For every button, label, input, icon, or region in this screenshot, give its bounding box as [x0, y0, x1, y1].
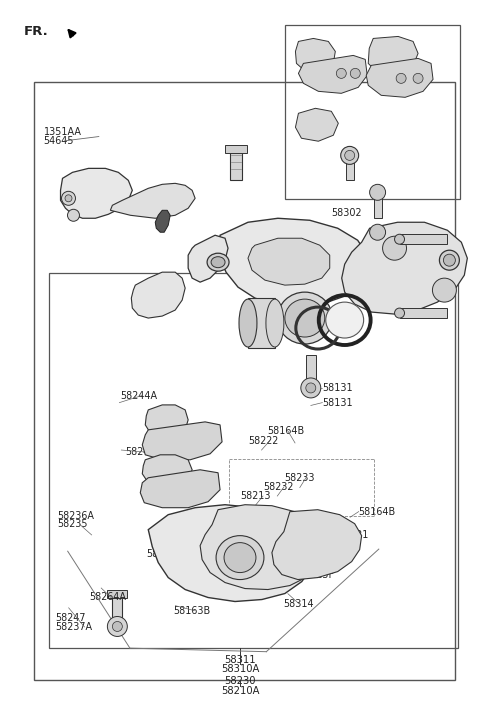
Circle shape	[336, 68, 346, 79]
Text: 58235: 58235	[57, 519, 88, 530]
Bar	[306, 355, 316, 385]
Ellipse shape	[395, 234, 405, 244]
Text: 58236A: 58236A	[57, 511, 94, 521]
Bar	[34, 82, 456, 680]
Circle shape	[61, 191, 75, 206]
Polygon shape	[295, 108, 338, 141]
Polygon shape	[368, 36, 418, 73]
Text: 58213: 58213	[240, 491, 271, 501]
Text: 58233: 58233	[284, 473, 314, 483]
Circle shape	[341, 146, 359, 164]
Text: 58237A: 58237A	[56, 622, 93, 632]
Bar	[225, 145, 247, 153]
Polygon shape	[272, 510, 361, 579]
Polygon shape	[399, 308, 447, 318]
Circle shape	[370, 184, 385, 201]
Text: 58210A: 58210A	[221, 686, 259, 696]
Ellipse shape	[207, 253, 229, 271]
Polygon shape	[142, 454, 192, 487]
Ellipse shape	[266, 299, 284, 347]
Bar	[373, 199, 382, 218]
Polygon shape	[155, 211, 170, 233]
Circle shape	[350, 68, 360, 79]
Bar	[378, 228, 416, 236]
Ellipse shape	[285, 299, 325, 337]
Ellipse shape	[439, 250, 459, 270]
Ellipse shape	[224, 542, 256, 573]
Circle shape	[306, 383, 316, 393]
Text: 54645: 54645	[44, 136, 74, 146]
Polygon shape	[142, 422, 222, 460]
Circle shape	[301, 378, 321, 398]
Polygon shape	[148, 505, 315, 601]
Text: 58230: 58230	[224, 676, 256, 686]
Ellipse shape	[211, 257, 225, 268]
Text: 58222: 58222	[249, 436, 279, 446]
Text: 58164B: 58164B	[359, 507, 396, 517]
Polygon shape	[299, 55, 367, 94]
Bar	[48, 273, 458, 648]
Text: 58131: 58131	[323, 384, 353, 393]
Text: 58164B: 58164B	[268, 426, 305, 436]
Circle shape	[108, 617, 127, 637]
Circle shape	[65, 195, 72, 202]
Polygon shape	[248, 298, 275, 348]
Text: 58131: 58131	[323, 398, 353, 408]
Circle shape	[345, 150, 355, 160]
Text: 1351AA: 1351AA	[44, 127, 82, 137]
Polygon shape	[188, 235, 228, 282]
Text: 58302: 58302	[331, 208, 361, 218]
Circle shape	[396, 73, 406, 84]
Circle shape	[68, 209, 80, 221]
Text: FR.: FR.	[24, 26, 48, 38]
Circle shape	[432, 278, 456, 302]
Text: 58314: 58314	[283, 598, 314, 608]
Ellipse shape	[326, 302, 364, 338]
Polygon shape	[60, 168, 132, 218]
Polygon shape	[295, 38, 336, 72]
Polygon shape	[399, 234, 447, 244]
Circle shape	[413, 73, 423, 84]
Polygon shape	[140, 470, 220, 508]
Bar	[346, 162, 354, 180]
Text: 58125F: 58125F	[299, 570, 335, 580]
Text: 58264A: 58264A	[89, 592, 126, 602]
Text: 58222B: 58222B	[147, 549, 183, 559]
Bar	[286, 26, 460, 199]
Polygon shape	[248, 238, 330, 285]
Text: 58247: 58247	[56, 613, 86, 623]
Bar	[230, 148, 242, 180]
Polygon shape	[342, 222, 468, 314]
Text: 58244A: 58244A	[125, 447, 162, 457]
Bar	[112, 596, 122, 623]
Text: 58232: 58232	[263, 482, 293, 492]
Ellipse shape	[239, 299, 257, 347]
Bar	[108, 590, 127, 598]
Ellipse shape	[216, 535, 264, 579]
Polygon shape	[132, 272, 185, 318]
Polygon shape	[366, 58, 433, 97]
Polygon shape	[200, 505, 325, 590]
Circle shape	[370, 224, 385, 240]
Circle shape	[383, 236, 407, 260]
Ellipse shape	[277, 292, 332, 344]
Ellipse shape	[444, 255, 456, 266]
Text: 58244A: 58244A	[120, 391, 157, 401]
Ellipse shape	[395, 308, 405, 318]
Text: 58163B: 58163B	[173, 605, 210, 615]
Polygon shape	[110, 184, 195, 218]
Text: 58310A: 58310A	[221, 664, 259, 674]
Text: 58311: 58311	[224, 655, 256, 665]
Polygon shape	[220, 218, 368, 306]
Text: 58125: 58125	[312, 544, 342, 554]
Circle shape	[112, 622, 122, 632]
Text: 58221: 58221	[338, 530, 369, 540]
Polygon shape	[145, 405, 188, 437]
